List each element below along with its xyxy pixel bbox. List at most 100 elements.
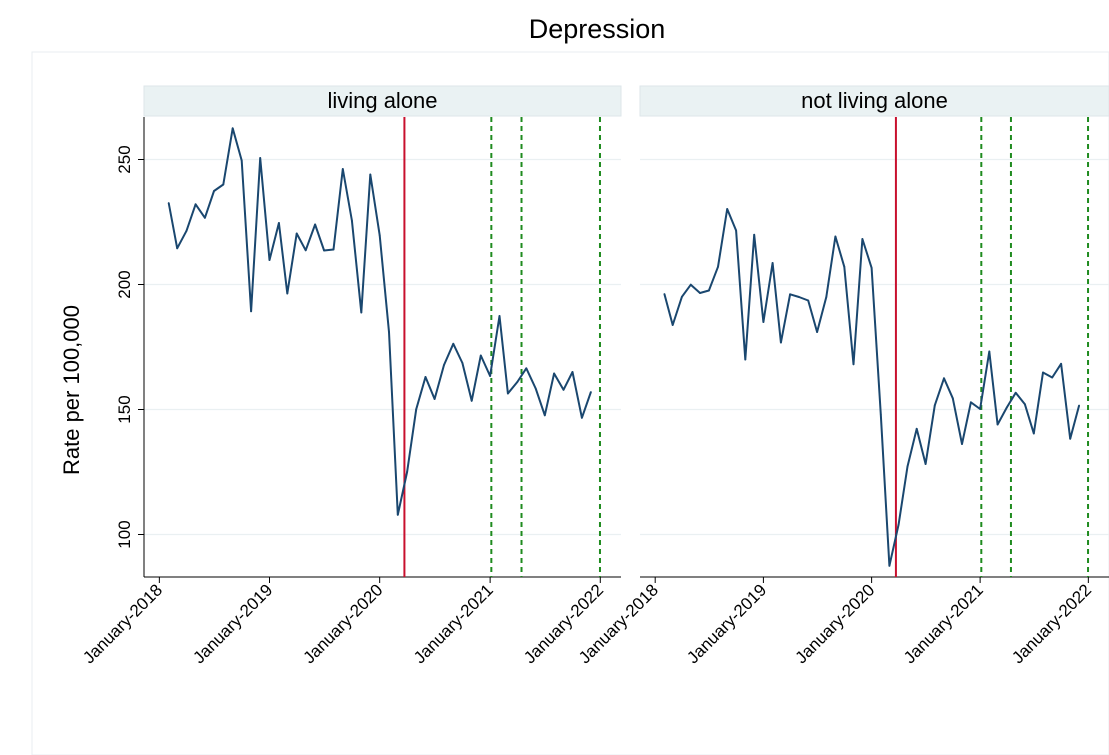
data-point bbox=[888, 564, 891, 567]
data-point bbox=[915, 427, 918, 430]
data-point bbox=[1060, 362, 1062, 365]
data-point bbox=[970, 401, 972, 404]
data-point bbox=[543, 414, 546, 417]
data-point bbox=[689, 283, 692, 286]
data-point bbox=[498, 315, 501, 317]
data-point bbox=[726, 208, 729, 210]
data-point bbox=[1069, 437, 1072, 440]
data-point bbox=[924, 463, 927, 465]
data-point bbox=[204, 216, 206, 219]
data-point bbox=[415, 408, 418, 411]
data-point bbox=[424, 376, 427, 378]
data-point bbox=[507, 392, 509, 395]
data-point bbox=[590, 391, 592, 393]
data-point bbox=[222, 183, 225, 186]
plot-region-frame bbox=[31, 51, 1109, 755]
y-tick-label: 250 bbox=[115, 145, 134, 173]
data-point bbox=[780, 341, 782, 344]
data-point bbox=[167, 202, 170, 204]
data-point bbox=[870, 266, 873, 269]
data-point bbox=[951, 397, 954, 400]
data-point bbox=[834, 235, 837, 238]
data-point bbox=[1078, 404, 1080, 407]
data-point bbox=[789, 293, 791, 296]
y-tick-label: 200 bbox=[115, 270, 134, 298]
data-point bbox=[735, 229, 737, 232]
data-point bbox=[406, 471, 408, 473]
data-point bbox=[744, 358, 747, 361]
data-point bbox=[843, 265, 846, 268]
data-point bbox=[807, 299, 810, 302]
data-point bbox=[351, 219, 353, 222]
data-point bbox=[286, 292, 289, 295]
data-point bbox=[1032, 432, 1035, 435]
data-point bbox=[194, 203, 197, 206]
data-point bbox=[762, 321, 765, 323]
data-point bbox=[699, 292, 701, 294]
data-point bbox=[798, 296, 800, 298]
data-point bbox=[988, 350, 991, 353]
data-point bbox=[562, 388, 565, 391]
y-axis-title: Rate per 100,000 bbox=[59, 305, 84, 475]
chart-title: Depression bbox=[529, 14, 666, 44]
data-point bbox=[1005, 406, 1008, 409]
data-point bbox=[825, 296, 828, 298]
data-point bbox=[388, 331, 390, 333]
data-point bbox=[479, 354, 482, 357]
data-point bbox=[489, 375, 491, 377]
y-tick-label: 150 bbox=[115, 395, 134, 423]
data-point bbox=[443, 364, 445, 366]
data-point bbox=[1051, 376, 1054, 379]
y-tick-label: 100 bbox=[115, 520, 134, 548]
data-point bbox=[852, 363, 855, 366]
data-point bbox=[259, 157, 262, 159]
data-point bbox=[534, 387, 537, 390]
data-point bbox=[516, 381, 519, 383]
data-point bbox=[378, 234, 381, 237]
data-point bbox=[933, 404, 936, 407]
panel-strip-label: living alone bbox=[327, 88, 437, 113]
data-point bbox=[581, 416, 583, 419]
data-point bbox=[341, 168, 344, 170]
data-point bbox=[231, 127, 234, 130]
data-point bbox=[753, 233, 756, 236]
data-point bbox=[571, 371, 574, 373]
panel-strip bbox=[143, 85, 622, 117]
data-point bbox=[1042, 371, 1044, 374]
data-point bbox=[771, 262, 774, 264]
data-point bbox=[996, 423, 999, 426]
data-point bbox=[943, 377, 945, 380]
data-point bbox=[323, 249, 325, 252]
data-point bbox=[897, 523, 900, 526]
data-point bbox=[213, 190, 215, 192]
panel-strip-label: not living alone bbox=[801, 88, 948, 113]
data-point bbox=[360, 311, 363, 314]
data-point bbox=[470, 399, 473, 402]
data-point bbox=[961, 443, 963, 445]
data-point bbox=[553, 372, 555, 375]
data-point bbox=[879, 413, 882, 416]
data-point bbox=[461, 362, 464, 364]
data-point bbox=[295, 232, 298, 235]
data-point bbox=[240, 159, 243, 162]
data-point bbox=[525, 367, 528, 370]
data-point bbox=[663, 293, 666, 295]
data-point bbox=[452, 342, 455, 345]
data-point bbox=[861, 238, 864, 240]
data-point bbox=[268, 259, 271, 261]
data-point bbox=[671, 324, 674, 326]
data-point bbox=[185, 229, 188, 232]
data-point bbox=[717, 265, 719, 268]
data-point bbox=[979, 408, 981, 410]
data-point bbox=[906, 465, 909, 468]
data-point bbox=[816, 331, 818, 333]
data-point bbox=[433, 398, 436, 400]
data-point bbox=[176, 247, 179, 250]
data-point bbox=[250, 310, 253, 313]
data-point bbox=[1024, 403, 1026, 406]
data-point bbox=[681, 295, 683, 298]
data-point bbox=[304, 249, 307, 252]
data-point bbox=[396, 513, 399, 516]
data-point bbox=[278, 222, 280, 224]
data-point bbox=[1014, 391, 1017, 394]
